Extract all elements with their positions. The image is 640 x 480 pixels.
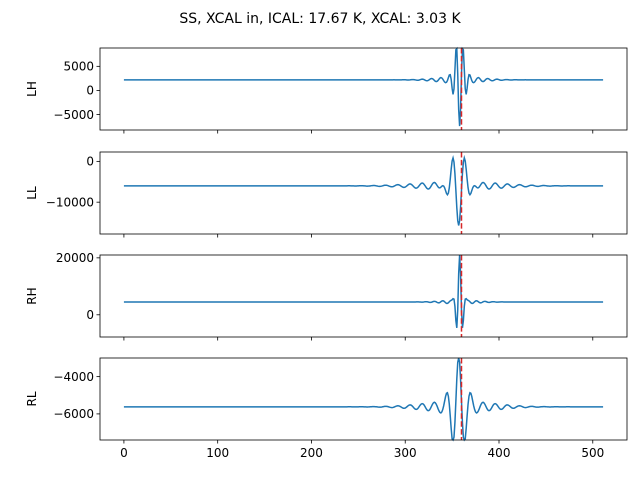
axes-frame-rl	[99, 357, 628, 441]
y-tick-label-ll: −10000	[46, 195, 94, 209]
y-tick-label-rl: −6000	[53, 407, 94, 421]
x-tick-label: 0	[120, 446, 128, 460]
signal-line-lh	[123, 46, 604, 127]
y-tick-label-rh: 20000	[56, 251, 94, 265]
y-axis-label-ll: LL	[25, 186, 39, 200]
axes-frame-rh	[99, 254, 628, 338]
x-tick-label: 400	[488, 446, 511, 460]
signal-line-rh	[123, 254, 604, 328]
figure-title: SS, XCAL in, ICAL: 17.67 K, XCAL: 3.03 K	[179, 11, 461, 27]
y-axis-label-rh: RH	[25, 287, 39, 304]
y-tick-label-lh: 5000	[63, 60, 94, 74]
axes-frame-ll	[99, 151, 628, 235]
signal-line-ll	[123, 154, 604, 226]
x-tick-label: 300	[394, 446, 417, 460]
subplots: −500005000LH−100000LL020000RH−6000−40000…	[25, 46, 628, 460]
subplot-rh: 0 20000 RH	[25, 251, 628, 341]
subplot-ll: −10000 0 LL	[25, 151, 628, 238]
axes-frame-lh	[99, 47, 628, 131]
y-tick-label-ll: 0	[86, 155, 94, 169]
y-axis-label-rl: RL	[25, 391, 39, 406]
y-tick-label-rh: 0	[86, 308, 94, 322]
x-tick-label: 200	[300, 446, 323, 460]
x-tick-label: 100	[206, 446, 229, 460]
subplot-rl: −6000 −4000 0 100 200 300 400 500 RL	[25, 357, 628, 460]
subplot-lh: −5000 0 5000 LH	[25, 46, 628, 134]
x-tick-label: 500	[581, 446, 604, 460]
y-tick-label-lh: −5000	[53, 108, 94, 122]
signal-line-rl	[123, 357, 604, 442]
y-tick-label-lh: 0	[86, 84, 94, 98]
y-axis-label-lh: LH	[25, 81, 39, 97]
y-tick-label-rl: −4000	[53, 370, 94, 384]
